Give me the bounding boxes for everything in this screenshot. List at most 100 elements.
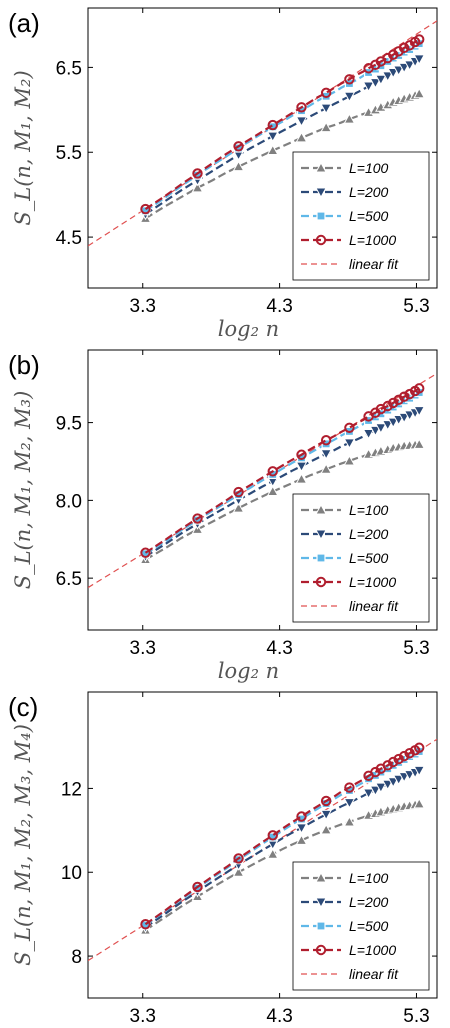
data-point-L1000 bbox=[233, 486, 244, 498]
plot-area bbox=[88, 738, 437, 962]
panel-a: (a) 3.3 4.3 5.3 4.5 5.5 6.5 log₂ n S_L(n, M₁, M₂… bbox=[8, 7, 438, 341]
data-point-L1000 bbox=[398, 42, 410, 54]
plot-area bbox=[88, 20, 437, 247]
data-point-L1000 bbox=[404, 748, 415, 759]
data-point-L1000 bbox=[414, 742, 425, 753]
data-point-L1000 bbox=[393, 753, 404, 765]
data-point-L100 bbox=[320, 463, 332, 474]
data-point-L1000 bbox=[398, 391, 410, 402]
data-point-L1000 bbox=[398, 750, 410, 762]
data-point-L200 bbox=[362, 788, 375, 800]
x-tick-label: 5.3 bbox=[403, 638, 429, 659]
data-point-L200 bbox=[413, 406, 426, 417]
data-point-L1000 bbox=[388, 756, 399, 768]
data-point-L200 bbox=[320, 449, 332, 460]
x-axis-title: log₂ n bbox=[218, 659, 279, 683]
legend-marker bbox=[315, 234, 327, 246]
panel-label: (c) bbox=[8, 692, 38, 722]
x-tick-label: 4.3 bbox=[266, 638, 292, 659]
plot-area bbox=[88, 372, 437, 589]
data-point-L1000 bbox=[140, 547, 151, 558]
data-point-L200 bbox=[343, 91, 356, 103]
data-point-L100 bbox=[232, 502, 245, 513]
x-tick-label: 5.3 bbox=[403, 1006, 429, 1027]
y-tick-label: 10 bbox=[61, 863, 82, 884]
y-tick-label: 5.5 bbox=[56, 143, 82, 164]
data-point-L200 bbox=[320, 103, 332, 115]
y-tick-label: 9.5 bbox=[56, 414, 82, 435]
data-point-L1000 bbox=[344, 422, 355, 433]
data-point-L100 bbox=[413, 438, 426, 449]
data-point-L1000 bbox=[296, 811, 307, 822]
series-line-L200 bbox=[144, 769, 420, 929]
data-point-L200 bbox=[387, 777, 400, 788]
data-point-L1000 bbox=[320, 435, 332, 446]
x-tick-label: 5.3 bbox=[403, 296, 429, 317]
legend-label: L=200 bbox=[349, 526, 389, 542]
data-point-L200 bbox=[392, 65, 405, 76]
legend-label: L=200 bbox=[349, 184, 389, 200]
legend-marker bbox=[316, 921, 326, 931]
data-point-L200 bbox=[362, 81, 375, 93]
data-point-L200 bbox=[413, 54, 426, 65]
y-tick-label: 8.0 bbox=[56, 491, 82, 512]
data-point-L1000 bbox=[296, 449, 307, 460]
data-point-L1000 bbox=[267, 830, 278, 841]
y-axis-title: S_L(n, M₁, M₂, M₃) bbox=[11, 391, 35, 590]
legend-label-fit: linear fit bbox=[349, 598, 399, 614]
data-point-L200 bbox=[295, 461, 308, 473]
legend-marker bbox=[315, 871, 327, 883]
data-point-L200 bbox=[320, 809, 332, 821]
data-point-L100 bbox=[295, 834, 308, 845]
data-point-L100 bbox=[266, 485, 279, 497]
x-tick-label: 4.3 bbox=[266, 1006, 292, 1027]
data-point-L100 bbox=[295, 473, 308, 484]
plot-frame bbox=[87, 349, 438, 631]
data-point-L1000 bbox=[320, 87, 332, 99]
data-point-L1000 bbox=[267, 466, 278, 477]
panel-c: (c)3.34.35.381012log₂ nS_L(n, M₁, M₂, M₃… bbox=[8, 691, 438, 1028]
legend-label-fit: linear fit bbox=[349, 256, 399, 272]
x-tick-label: 3.3 bbox=[130, 638, 156, 659]
legend-label: L=100 bbox=[349, 870, 389, 886]
data-point-L100 bbox=[343, 113, 356, 124]
legend: L=100 L=200 L=500 L=1000 linear fit bbox=[292, 151, 430, 281]
data-point-L1000 bbox=[233, 853, 244, 864]
data-point-L1000 bbox=[140, 203, 151, 215]
data-point-L100 bbox=[413, 87, 426, 99]
data-point-L200 bbox=[392, 774, 405, 786]
legend: L=100 L=200 L=500 L=1000 linear fit bbox=[292, 493, 430, 623]
data-point-L1000 bbox=[267, 119, 278, 131]
panel-label: (b) bbox=[8, 350, 40, 380]
data-point-L100 bbox=[266, 144, 279, 156]
y-tick-label: 12 bbox=[61, 779, 82, 800]
legend-marker bbox=[315, 187, 327, 199]
legend-marker bbox=[315, 529, 327, 541]
data-point-L200 bbox=[413, 765, 426, 777]
data-point-L200 bbox=[295, 116, 308, 127]
plot-frame bbox=[87, 7, 438, 289]
data-point-L200 bbox=[375, 782, 387, 794]
data-point-L100 bbox=[413, 797, 426, 809]
x-tick-label: 4.3 bbox=[266, 296, 292, 317]
data-point-L200 bbox=[381, 779, 394, 791]
data-point-L100 bbox=[191, 181, 204, 193]
data-point-L200 bbox=[381, 71, 394, 82]
legend-label: L=500 bbox=[349, 550, 389, 566]
legend-marker bbox=[316, 211, 326, 221]
legend-label: L=500 bbox=[349, 918, 389, 934]
data-point-L100 bbox=[343, 815, 356, 827]
data-point-L200 bbox=[369, 78, 382, 89]
data-point-L200 bbox=[343, 438, 356, 449]
y-tick-label: 8 bbox=[71, 947, 82, 968]
data-point-L200 bbox=[295, 823, 308, 834]
data-point-L200 bbox=[403, 60, 416, 71]
data-point-L1000 bbox=[233, 141, 244, 152]
data-point-L1000 bbox=[192, 881, 203, 893]
data-point-L100 bbox=[343, 454, 356, 466]
legend-marker bbox=[315, 944, 327, 956]
legend-label: L=200 bbox=[349, 894, 389, 910]
x-tick-label: 3.3 bbox=[130, 1006, 156, 1027]
panel-label: (a) bbox=[8, 8, 40, 38]
data-point-L1000 bbox=[192, 513, 203, 524]
